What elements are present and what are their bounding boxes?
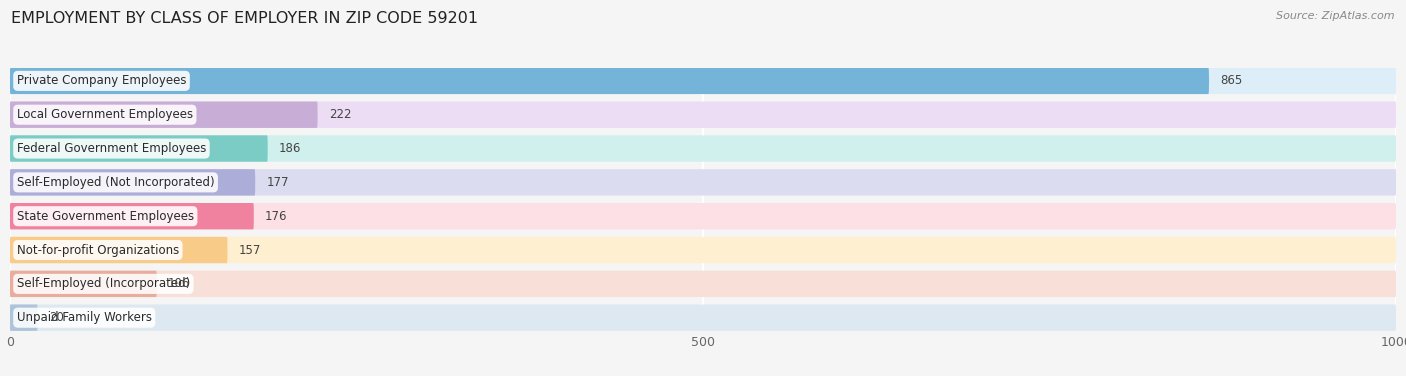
FancyBboxPatch shape xyxy=(10,68,1396,94)
Text: EMPLOYMENT BY CLASS OF EMPLOYER IN ZIP CODE 59201: EMPLOYMENT BY CLASS OF EMPLOYER IN ZIP C… xyxy=(11,11,478,26)
Text: 186: 186 xyxy=(278,142,301,155)
Text: 222: 222 xyxy=(329,108,352,121)
FancyBboxPatch shape xyxy=(10,305,38,331)
Text: Source: ZipAtlas.com: Source: ZipAtlas.com xyxy=(1277,11,1395,21)
Text: 20: 20 xyxy=(49,311,63,324)
Text: 176: 176 xyxy=(264,210,287,223)
Text: Private Company Employees: Private Company Employees xyxy=(17,74,186,87)
FancyBboxPatch shape xyxy=(10,203,254,229)
Text: Local Government Employees: Local Government Employees xyxy=(17,108,193,121)
FancyBboxPatch shape xyxy=(10,102,1396,128)
Text: Self-Employed (Not Incorporated): Self-Employed (Not Incorporated) xyxy=(17,176,214,189)
Text: 177: 177 xyxy=(266,176,288,189)
FancyBboxPatch shape xyxy=(10,68,1209,94)
FancyBboxPatch shape xyxy=(10,271,157,297)
FancyBboxPatch shape xyxy=(10,305,1396,331)
Text: Unpaid Family Workers: Unpaid Family Workers xyxy=(17,311,152,324)
FancyBboxPatch shape xyxy=(10,237,228,263)
Text: Federal Government Employees: Federal Government Employees xyxy=(17,142,207,155)
FancyBboxPatch shape xyxy=(10,203,1396,229)
Text: Self-Employed (Incorporated): Self-Employed (Incorporated) xyxy=(17,277,190,290)
FancyBboxPatch shape xyxy=(10,169,256,196)
Text: 157: 157 xyxy=(239,244,262,256)
Text: State Government Employees: State Government Employees xyxy=(17,210,194,223)
FancyBboxPatch shape xyxy=(10,102,318,128)
FancyBboxPatch shape xyxy=(10,135,1396,162)
FancyBboxPatch shape xyxy=(10,271,1396,297)
Text: 865: 865 xyxy=(1220,74,1243,87)
FancyBboxPatch shape xyxy=(10,135,267,162)
FancyBboxPatch shape xyxy=(10,169,1396,196)
FancyBboxPatch shape xyxy=(10,237,1396,263)
Text: Not-for-profit Organizations: Not-for-profit Organizations xyxy=(17,244,179,256)
Text: 106: 106 xyxy=(167,277,190,290)
